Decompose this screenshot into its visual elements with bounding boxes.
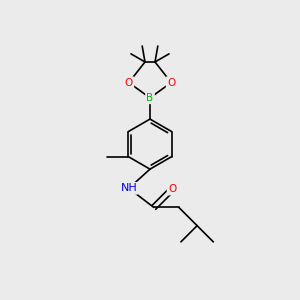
Text: NH: NH <box>120 183 137 193</box>
Text: B: B <box>146 93 154 103</box>
Text: O: O <box>168 184 176 194</box>
Text: O: O <box>167 78 175 88</box>
Text: O: O <box>125 78 133 88</box>
